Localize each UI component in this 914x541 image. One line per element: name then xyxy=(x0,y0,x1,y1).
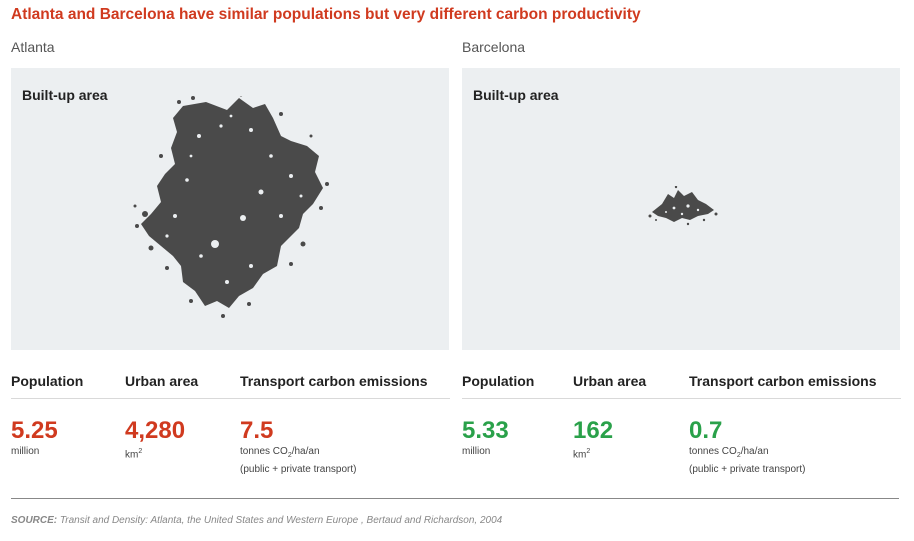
urban-area-stat: 162 km2 xyxy=(573,418,613,461)
urban-area-value: 162 xyxy=(573,417,614,444)
unit-text: tonnes CO xyxy=(689,446,737,457)
emissions-stat: 7.5 tonnes CO2/ha/an (public + private t… xyxy=(240,418,356,476)
atlanta-built-up-area-shape xyxy=(133,96,329,318)
barcelona-built-up-area-shape xyxy=(648,186,718,226)
source-text: Transit and Density: Atlanta, the United… xyxy=(57,515,503,526)
source-note: SOURCE: Transit and Density: Atlanta, th… xyxy=(11,515,502,526)
urban-area-unit: km2 xyxy=(125,445,185,461)
urban-area-header: Urban area xyxy=(125,373,199,389)
unit-text: km xyxy=(125,449,139,461)
city-panel-atlanta: Atlanta Built-up area Popul xyxy=(11,0,450,500)
emissions-stat: 0.7 tonnes CO2/ha/an (public + private t… xyxy=(689,418,805,476)
population-unit: million xyxy=(11,446,40,457)
population-unit: million xyxy=(462,446,491,457)
unit-text: km xyxy=(573,449,587,461)
unit-text: tonnes CO xyxy=(240,446,288,457)
population-header: Population xyxy=(462,373,535,389)
emissions-header: Transport carbon emissions xyxy=(689,373,877,389)
population-stat: 5.33 million xyxy=(462,418,509,458)
unit-subscript: 2 xyxy=(287,452,292,459)
stat-headers: Population Urban area Transport carbon e… xyxy=(11,373,450,399)
footer-divider xyxy=(11,498,899,499)
emissions-value: 7.5 xyxy=(240,417,274,444)
built-up-area-map: Built-up area xyxy=(11,68,449,350)
map-label: Built-up area xyxy=(473,87,559,103)
population-value: 5.33 xyxy=(462,417,509,444)
city-name: Barcelona xyxy=(462,39,526,55)
population-value: 5.25 xyxy=(11,417,58,444)
urban-area-value: 4,280 xyxy=(125,417,186,444)
urban-area-header: Urban area xyxy=(573,373,647,389)
population-header: Population xyxy=(11,373,84,389)
city-panel-barcelona: Barcelona Built-up area Population Urban… xyxy=(462,0,901,500)
unit-text-suffix: /ha/an xyxy=(291,446,320,457)
source-label: SOURCE: xyxy=(11,515,58,526)
unit-superscript: 2 xyxy=(138,448,143,455)
built-up-area-map: Built-up area xyxy=(462,68,900,350)
map-label: Built-up area xyxy=(22,87,108,103)
urban-area-unit: km2 xyxy=(573,445,613,461)
city-name: Atlanta xyxy=(11,39,55,55)
emissions-header: Transport carbon emissions xyxy=(240,373,428,389)
population-stat: 5.25 million xyxy=(11,418,58,458)
emissions-note: (public + private transport) xyxy=(240,464,357,475)
emissions-unit: tonnes CO2/ha/an xyxy=(240,445,356,462)
unit-subscript: 2 xyxy=(736,452,741,459)
emissions-unit: tonnes CO2/ha/an xyxy=(689,445,805,462)
emissions-value: 0.7 xyxy=(689,417,723,444)
emissions-note: (public + private transport) xyxy=(689,464,806,475)
urban-area-stat: 4,280 km2 xyxy=(125,418,185,461)
unit-superscript: 2 xyxy=(586,448,591,455)
page-title: Atlanta and Barcelona have similar popul… xyxy=(11,6,641,23)
stat-headers: Population Urban area Transport carbon e… xyxy=(462,373,901,399)
unit-text-suffix: /ha/an xyxy=(740,446,769,457)
